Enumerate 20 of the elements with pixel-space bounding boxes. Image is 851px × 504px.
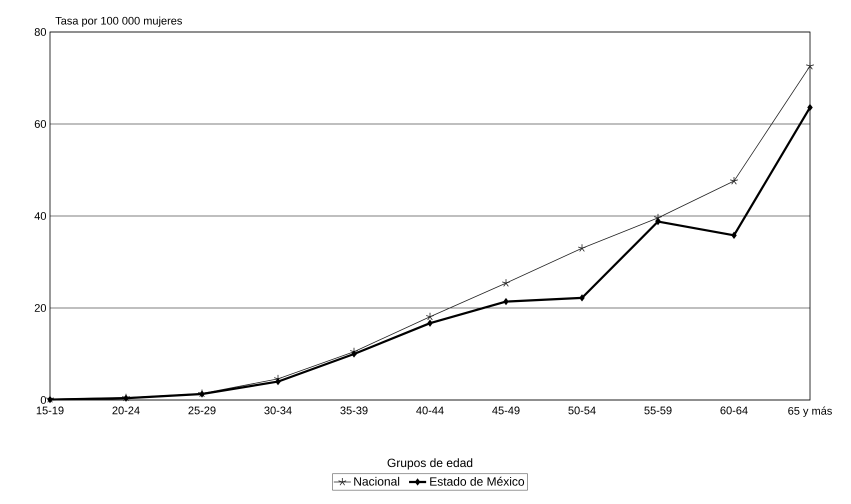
x-tick-label: 45-49 [492, 406, 520, 414]
legend-label: Nacional [354, 476, 400, 486]
x-tick-label: 30-34 [264, 406, 292, 414]
x-tick-label: 40-44 [416, 406, 444, 414]
x-tick-label: 35-39 [340, 406, 368, 414]
x-tick-label: 20-24 [112, 406, 140, 414]
x-tick-label: 50-54 [568, 406, 596, 414]
y-tick-label: 0 [40, 396, 46, 404]
x-tick-label: 65 y más [788, 406, 832, 417]
y-tick-label: 20 [34, 304, 46, 312]
x-tick-label: 55-59 [644, 406, 672, 414]
x-tick-label: 15-19 [36, 406, 64, 414]
x-tick-label: 60-64 [720, 406, 748, 414]
y-tick-label: 40 [34, 212, 46, 220]
x-axis-title: Grupos de edad [388, 458, 472, 470]
y-tick-label: 60 [34, 120, 46, 128]
x-tick-label: 25-29 [188, 406, 216, 414]
legend-label: Estado de México [430, 476, 524, 486]
y-axis-title: Tasa por 100 000 mujeres [55, 16, 182, 27]
y-tick-label: 80 [34, 28, 46, 36]
